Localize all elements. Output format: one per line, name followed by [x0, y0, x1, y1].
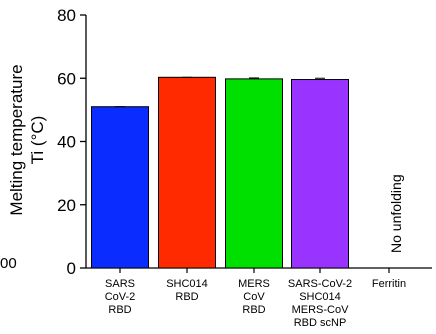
y-tick-label: 0	[67, 259, 76, 278]
y-tick-label: 60	[57, 69, 76, 88]
x-tick-label: SARS	[105, 278, 135, 290]
no-unfolding-annotation: No unfolding	[388, 174, 404, 253]
x-tick-label: CoV	[243, 291, 265, 303]
bar	[91, 106, 149, 269]
y-tick-label: 40	[57, 133, 76, 152]
x-tick-label: CoV-2	[105, 291, 136, 303]
y-axis-label-line: Ti (°C)	[28, 116, 47, 165]
x-tick-label: RBD	[175, 291, 198, 303]
x-tick-label: RBD	[242, 304, 265, 316]
x-tick-label: Ferritin	[372, 278, 406, 290]
x-tick-label: SHC014	[166, 278, 208, 290]
bar	[291, 79, 349, 269]
y-tick-labels: 0 20 40 60 80	[57, 6, 76, 278]
bar	[158, 76, 216, 269]
x-tick-label: MERS-CoV	[292, 304, 350, 316]
x-tick-label: RBD	[108, 304, 131, 316]
y-tick-label: 20	[57, 196, 76, 215]
x-tick-label: RBD scNP	[294, 317, 347, 329]
x-tick-label: SARS-CoV-2	[288, 278, 352, 290]
x-tick-label: SHC014	[299, 291, 341, 303]
bar	[225, 78, 283, 269]
clipped-edge-label: 00	[0, 255, 17, 272]
error-bars	[115, 76, 325, 108]
y-axis-label-line: Melting temperature	[7, 64, 26, 215]
bars	[91, 76, 349, 269]
x-tick-label: MERS	[238, 278, 270, 290]
x-tick-labels: SARSCoV-2RBDSHC014RBDMERSCoVRBDSARS-CoV-…	[105, 278, 406, 329]
y-tick-label: 80	[57, 6, 76, 25]
y-axis-label: Melting temperature Ti (°C)	[7, 64, 47, 215]
